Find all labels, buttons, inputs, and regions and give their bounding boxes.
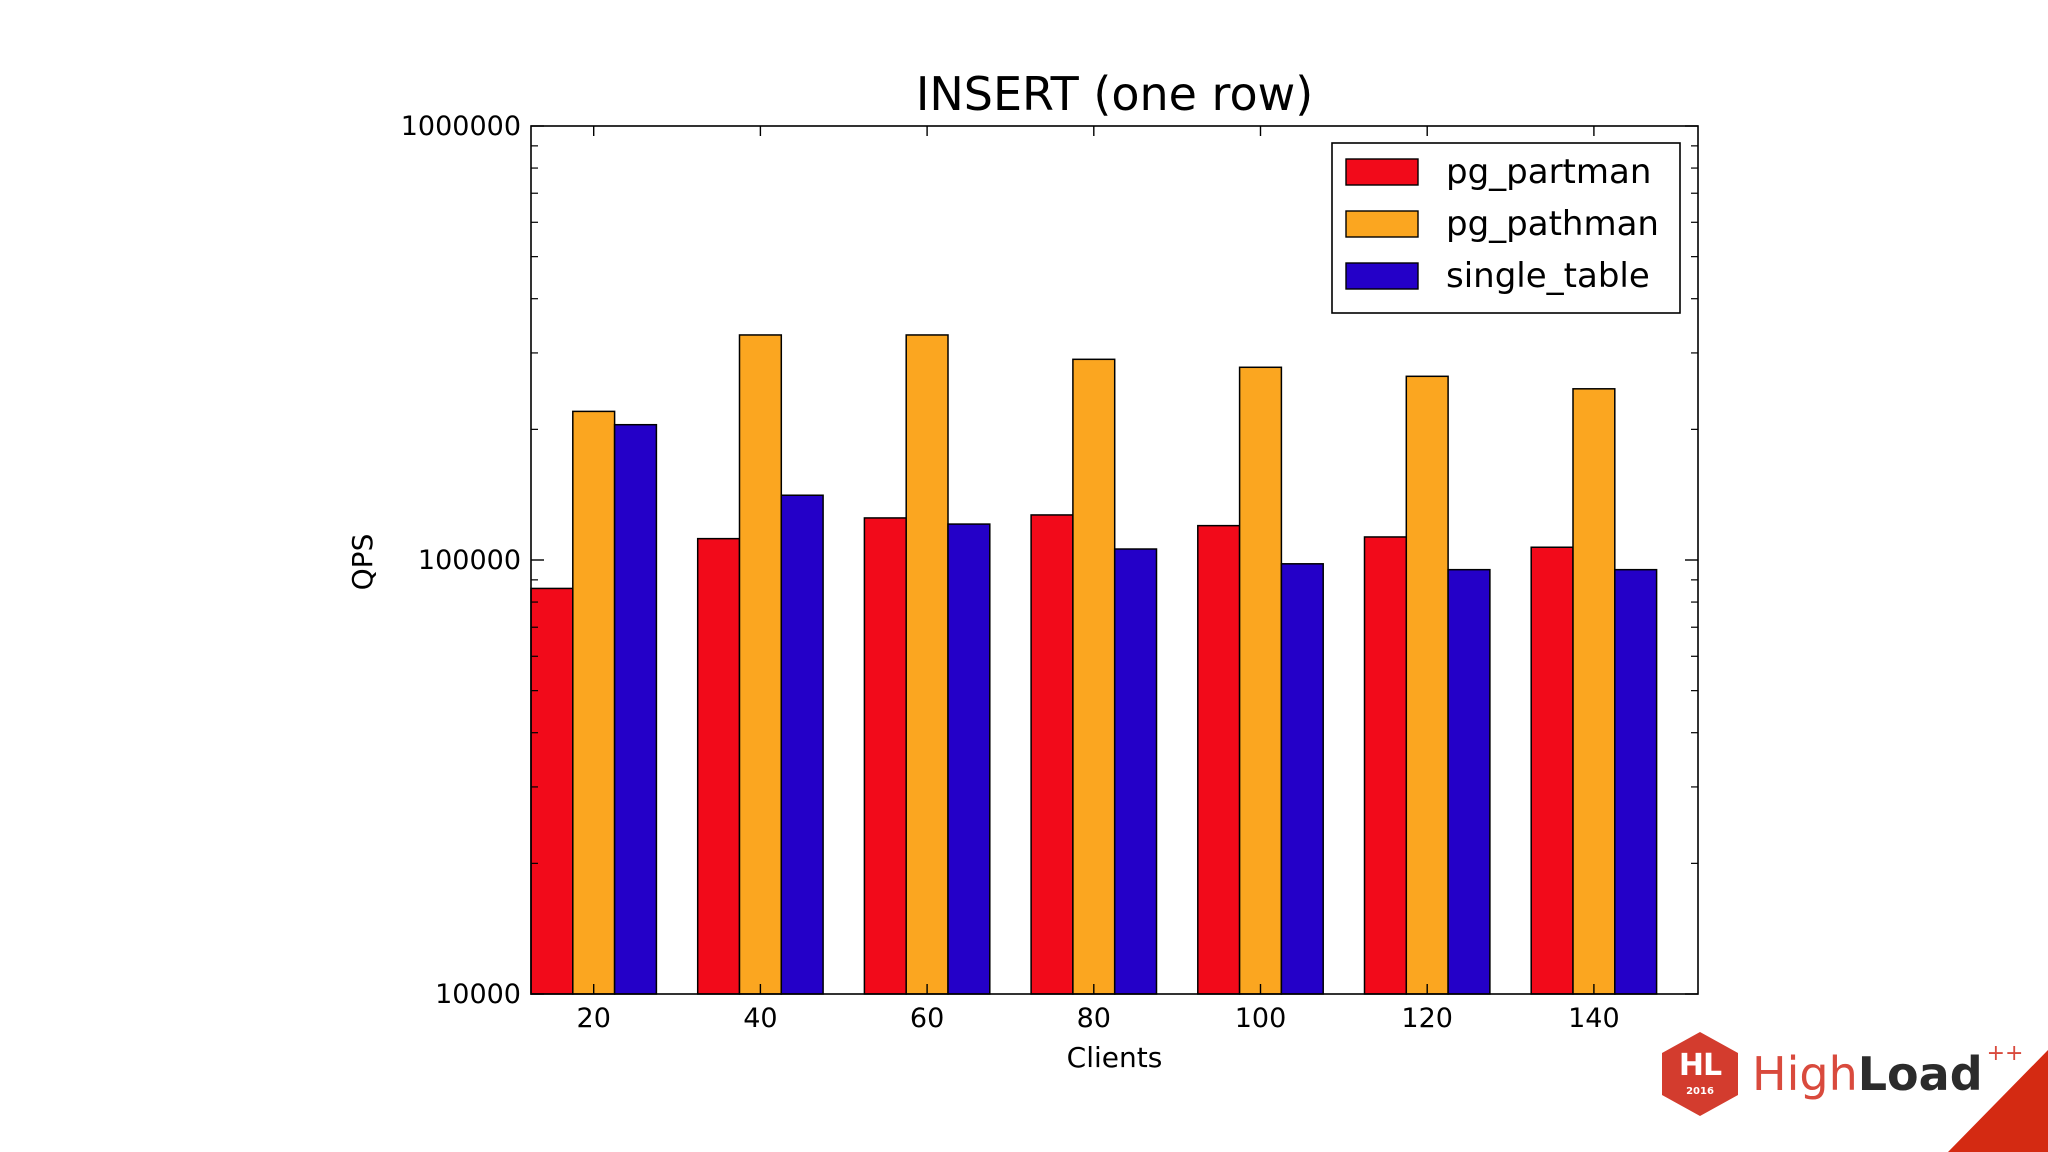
legend-label-single_table: single_table [1446, 256, 1650, 296]
bar-pg_pathman-40 [738, 334, 783, 995]
logo-year: 2016 [1686, 1086, 1714, 1097]
brand-name-suffix: ++ [1986, 1041, 2024, 1066]
x-tick-label: 120 [1401, 1003, 1453, 1034]
bar-single_table-20 [613, 423, 658, 995]
bar-pg_pathman-140 [1572, 388, 1616, 995]
hexagon-logo-icon: HL 2016 [1660, 1030, 1740, 1118]
bar-single_table-80 [1113, 548, 1158, 995]
brand-name: High Load ++ [1752, 1043, 2024, 1101]
y-tick-label: 1000000 [401, 111, 521, 142]
bar-pg_partman-80 [1030, 514, 1074, 995]
bar-single_table-120 [1447, 568, 1491, 995]
brand-name-light: High [1752, 1047, 1858, 1101]
bar-single_table-60 [947, 523, 991, 995]
bar-pg_pathman-120 [1405, 375, 1449, 995]
bar-pg_partman-100 [1197, 524, 1241, 995]
bar-pg_pathman-100 [1238, 366, 1283, 995]
bar-pg_partman-20 [530, 587, 574, 995]
highload-logo: HL 2016 High Load ++ [1660, 1030, 2024, 1118]
bar-single_table-40 [780, 494, 824, 995]
bar-pg_partman-140 [1530, 546, 1574, 995]
x-axis-label: Clients [1067, 1041, 1163, 1074]
bar-pg_pathman-60 [905, 334, 949, 995]
bar-pg_partman-120 [1363, 536, 1408, 995]
y-axis-label: QPS [346, 534, 379, 591]
x-tick-label: 60 [910, 1003, 944, 1034]
bar-single_table-100 [1280, 563, 1324, 995]
legend-swatch-pg_partman [1345, 158, 1419, 186]
x-tick-label: 80 [1077, 1003, 1111, 1034]
x-tick-label: 20 [577, 1003, 611, 1034]
x-tick-label: 100 [1235, 1003, 1287, 1034]
legend-swatch-single_table [1345, 262, 1419, 290]
chart-title: INSERT (one row) [916, 67, 1313, 121]
bar-pg_pathman-20 [572, 410, 616, 995]
bar-pg_partman-60 [863, 517, 907, 995]
x-tick-label: 40 [743, 1003, 777, 1034]
y-tick-label: 10000 [435, 979, 521, 1010]
x-tick-label: 140 [1568, 1003, 1620, 1034]
bar-single_table-140 [1614, 568, 1658, 995]
logo-mark-text: HL [1678, 1048, 1722, 1083]
corner-decoration [1948, 1050, 2048, 1152]
brand-name-bold: Load [1857, 1047, 1983, 1101]
legend-swatch-pg_pathman [1345, 210, 1419, 238]
bar-pg_partman-40 [696, 537, 741, 995]
legend-label-pg_pathman: pg_pathman [1446, 204, 1659, 244]
legend-label-pg_partman: pg_partman [1446, 152, 1651, 192]
bar-pg_pathman-80 [1072, 358, 1116, 995]
legend: pg_partman pg_pathman single_table [1331, 142, 1681, 314]
plot-area: 10000 100000 1000000 20 40 60 80 100 120 140 INSER… [346, 67, 1699, 1074]
y-tick-label: 100000 [418, 545, 521, 576]
